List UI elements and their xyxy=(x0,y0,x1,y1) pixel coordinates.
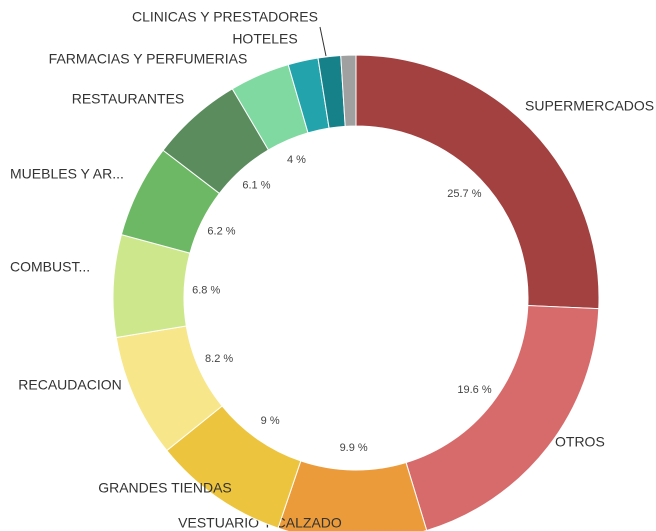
category-label: RESTAURANTES xyxy=(72,91,185,107)
category-label: CLINICAS Y PRESTADORES xyxy=(132,9,318,25)
category-label: COMBUST... xyxy=(10,259,90,275)
value-label: 8.2 % xyxy=(205,353,233,365)
value-label: 9.9 % xyxy=(340,442,368,454)
category-label: FARMACIAS Y PERFUMERIAS xyxy=(49,51,248,67)
category-label: HOTELES xyxy=(232,31,297,47)
value-label: 4 % xyxy=(287,154,306,166)
value-label: 19.6 % xyxy=(457,384,491,396)
value-label: 9 % xyxy=(261,415,280,427)
category-label: MUEBLES Y AR... xyxy=(10,166,124,182)
leader-line xyxy=(319,26,327,57)
donut-slice xyxy=(355,54,600,310)
value-label: 25.7 % xyxy=(447,188,481,200)
category-label: VESTUARIO Y CALZADO xyxy=(178,515,342,531)
value-label: 6.2 % xyxy=(207,225,235,237)
donut-slice xyxy=(405,305,600,531)
category-label: GRANDES TIENDAS xyxy=(98,480,232,496)
category-label: OTROS xyxy=(555,434,605,450)
category-label: SUPERMERCADOS xyxy=(525,98,654,114)
donut-slice xyxy=(340,54,357,127)
value-label: 6.8 % xyxy=(192,284,220,296)
value-label: 6.1 % xyxy=(242,180,270,192)
category-label: RECAUDACION xyxy=(18,377,121,393)
